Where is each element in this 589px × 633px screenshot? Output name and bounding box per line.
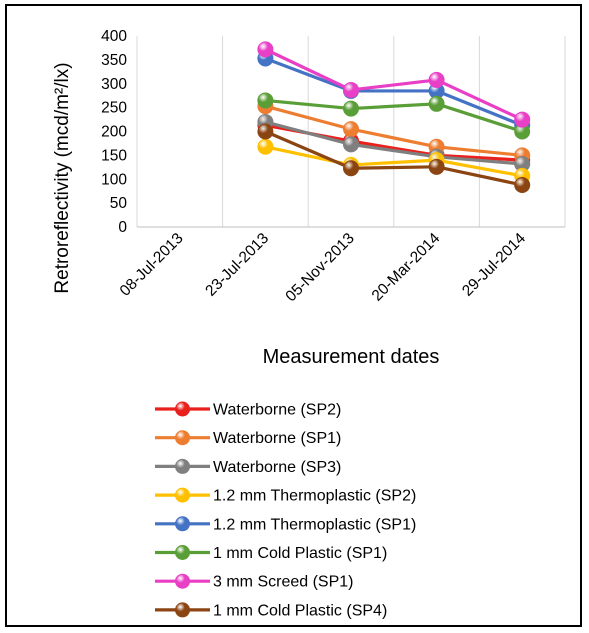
- legend-item: 1.2 mm Thermoplastic (SP2): [155, 487, 416, 505]
- chart-frame: [5, 4, 582, 627]
- legend-marker: [175, 401, 190, 417]
- data-point: [428, 95, 445, 112]
- gridlines: [136, 36, 566, 228]
- data-point: [428, 71, 445, 88]
- data-point: [257, 138, 274, 155]
- data-point: [257, 41, 274, 58]
- y-tick-label: 400: [101, 28, 127, 45]
- series-line: [265, 145, 523, 178]
- y-tick-label: 250: [101, 100, 127, 117]
- data-point: [257, 92, 274, 109]
- data-point: [343, 121, 359, 138]
- legend-label: 3 mm Screed (SP1): [213, 574, 353, 591]
- x-tick-label: 05-Nov-2013: [282, 230, 357, 305]
- legend-marker: [175, 487, 190, 503]
- y-tick-label: 0: [118, 219, 127, 236]
- legend-marker: [175, 458, 190, 474]
- y-tick-label: 200: [101, 124, 127, 141]
- series-line: [264, 130, 523, 187]
- legend-marker: [175, 602, 190, 618]
- data-point: [343, 81, 359, 98]
- legend-label: 1.2 mm Thermoplastic (SP1): [213, 516, 416, 533]
- legend-label: Waterborne (SP1): [213, 430, 341, 447]
- legend-marker: [175, 545, 190, 560]
- legend-label: Waterborne (SP2): [213, 402, 341, 419]
- legend-item: Waterborne (SP1): [155, 430, 341, 447]
- legend-marker: [175, 516, 190, 532]
- series-line: [264, 56, 523, 127]
- legend-label: 1 mm Cold Plastic (SP4): [213, 602, 387, 619]
- legend-item: Waterborne (SP2): [155, 401, 341, 419]
- legend-label: Waterborne (SP3): [213, 459, 341, 476]
- legend-label: 1.2 mm Thermoplastic (SP2): [213, 488, 416, 505]
- legend-label: 1 mm Cold Plastic (SP1): [213, 545, 387, 562]
- x-tick-label: 08-Jul-2013: [117, 230, 187, 300]
- y-tick-label: 300: [101, 76, 127, 93]
- data-point: [514, 176, 531, 193]
- series-5: [257, 92, 531, 140]
- series-line: [265, 98, 523, 134]
- x-tick-label: 29-Jul-2014: [459, 230, 529, 300]
- x-axis-ticks: 08-Jul-2013 23-Jul-2013 05-Nov-2013 20-Mar-…: [117, 230, 530, 306]
- series-6: [257, 41, 531, 128]
- series-line: [264, 47, 523, 122]
- legend-item: 1 mm Cold Plastic (SP1): [155, 545, 387, 562]
- y-tick-label: 100: [101, 171, 127, 188]
- x-axis-label: Measurement dates: [263, 346, 440, 368]
- series-group: [257, 41, 531, 193]
- y-tick-label: 350: [101, 52, 127, 69]
- data-point: [428, 158, 445, 175]
- legend-marker: [175, 573, 190, 589]
- y-axis-ticks: 0 50 100 150 200 250 300 350 400: [101, 28, 127, 236]
- legend-item: 1.2 mm Thermoplastic (SP1): [155, 516, 416, 533]
- legend-marker: [175, 430, 190, 446]
- x-tick-label: 20-Mar-2014: [369, 230, 444, 305]
- data-point: [343, 136, 359, 153]
- y-tick-label: 150: [101, 147, 127, 164]
- series-line: [264, 120, 523, 166]
- series-7: [257, 123, 531, 193]
- legend: Waterborne (SP2) Waterborne (SP1) Waterbor…: [155, 401, 416, 619]
- x-tick-label: 23-Jul-2013: [202, 230, 272, 300]
- data-point: [343, 100, 359, 117]
- y-tick-label: 50: [110, 195, 128, 212]
- data-point: [514, 111, 531, 128]
- series-line: [264, 104, 523, 157]
- data-point: [257, 123, 274, 140]
- legend-item: 3 mm Screed (SP1): [155, 573, 353, 591]
- legend-item: 1 mm Cold Plastic (SP4): [155, 602, 387, 619]
- legend-item: Waterborne (SP3): [155, 458, 341, 476]
- data-point: [343, 160, 359, 177]
- y-axis-label: Retroreflectivity (mcd/m²/lx): [52, 62, 73, 293]
